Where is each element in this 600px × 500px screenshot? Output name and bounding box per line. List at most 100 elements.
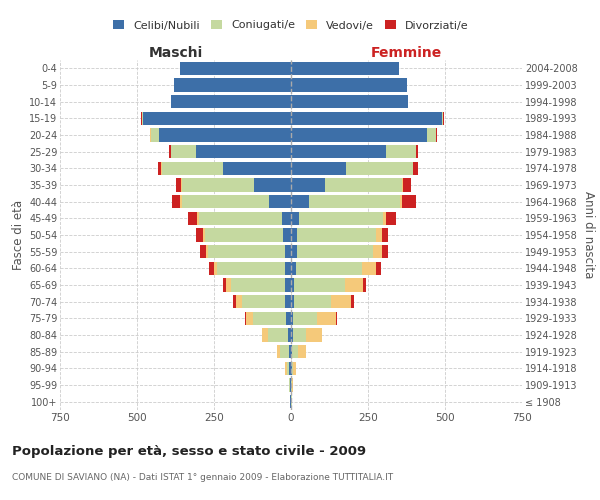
Text: Popolazione per età, sesso e stato civile - 2009: Popolazione per età, sesso e stato civil… xyxy=(12,445,366,458)
Bar xyxy=(236,295,242,308)
Bar xyxy=(283,228,291,241)
Bar xyxy=(442,112,443,125)
Bar xyxy=(291,112,442,125)
Bar xyxy=(206,245,208,258)
Bar xyxy=(402,195,416,208)
Bar xyxy=(291,145,386,158)
Y-axis label: Anni di nascita: Anni di nascita xyxy=(581,192,595,278)
Bar xyxy=(436,128,437,141)
Bar xyxy=(205,228,283,241)
Bar xyxy=(288,328,291,342)
Bar xyxy=(143,112,291,125)
Bar xyxy=(403,178,410,192)
Bar xyxy=(149,128,150,141)
Bar xyxy=(233,295,236,308)
Bar xyxy=(376,262,381,275)
Bar xyxy=(335,312,337,325)
Bar xyxy=(427,128,436,141)
Bar xyxy=(280,345,289,358)
Bar xyxy=(299,212,383,225)
Bar xyxy=(400,195,402,208)
Bar xyxy=(291,95,408,108)
Bar xyxy=(291,328,293,342)
Bar xyxy=(245,312,247,325)
Bar xyxy=(226,278,231,291)
Bar xyxy=(188,212,197,225)
Bar xyxy=(290,395,291,408)
Bar xyxy=(386,145,416,158)
Bar xyxy=(208,245,285,258)
Bar xyxy=(223,162,291,175)
Bar xyxy=(345,278,364,291)
Bar xyxy=(277,345,280,358)
Bar xyxy=(285,245,291,258)
Bar xyxy=(296,262,362,275)
Bar xyxy=(373,245,382,258)
Bar xyxy=(247,312,253,325)
Bar xyxy=(291,195,310,208)
Legend: Celibi/Nubili, Coniugati/e, Vedovi/e, Divorziati/e: Celibi/Nubili, Coniugati/e, Vedovi/e, Di… xyxy=(113,20,469,30)
Bar xyxy=(287,362,289,375)
Bar xyxy=(214,262,217,275)
Bar xyxy=(289,345,291,358)
Text: COMUNE DI SAVIANO (NA) - Dati ISTAT 1° gennaio 2009 - Elaborazione TUTTITALIA.IT: COMUNE DI SAVIANO (NA) - Dati ISTAT 1° g… xyxy=(12,472,393,482)
Bar xyxy=(291,128,427,141)
Bar xyxy=(142,112,143,125)
Bar xyxy=(262,328,268,342)
Bar xyxy=(346,162,413,175)
Bar xyxy=(285,278,291,291)
Bar xyxy=(310,195,400,208)
Bar xyxy=(291,345,292,358)
Bar xyxy=(197,212,199,225)
Bar xyxy=(182,195,269,208)
Bar xyxy=(292,378,293,392)
Bar xyxy=(298,345,306,358)
Bar xyxy=(158,162,161,175)
Bar xyxy=(291,178,325,192)
Bar xyxy=(291,278,294,291)
Bar xyxy=(199,212,282,225)
Bar xyxy=(180,62,291,75)
Bar xyxy=(291,62,399,75)
Bar xyxy=(382,245,388,258)
Bar xyxy=(161,162,223,175)
Bar xyxy=(364,278,367,291)
Bar xyxy=(293,362,296,375)
Bar xyxy=(291,162,346,175)
Bar xyxy=(291,78,407,92)
Bar xyxy=(254,178,291,192)
Bar xyxy=(325,178,402,192)
Bar xyxy=(294,295,331,308)
Bar xyxy=(171,145,196,158)
Bar xyxy=(307,328,322,342)
Bar xyxy=(416,145,418,158)
Bar xyxy=(402,178,403,192)
Bar xyxy=(181,178,182,192)
Bar xyxy=(282,212,291,225)
Bar xyxy=(169,145,170,158)
Bar xyxy=(269,195,291,208)
Bar xyxy=(294,278,345,291)
Bar xyxy=(242,295,285,308)
Bar xyxy=(174,78,291,92)
Bar xyxy=(293,312,317,325)
Bar xyxy=(297,245,373,258)
Bar xyxy=(286,312,291,325)
Text: Maschi: Maschi xyxy=(148,46,203,60)
Bar xyxy=(203,228,205,241)
Bar xyxy=(291,245,297,258)
Text: Femmine: Femmine xyxy=(371,46,442,60)
Bar xyxy=(289,362,291,375)
Bar xyxy=(217,262,285,275)
Bar xyxy=(383,212,386,225)
Bar xyxy=(413,162,418,175)
Bar xyxy=(151,128,158,141)
Bar xyxy=(171,95,291,108)
Bar xyxy=(231,278,285,291)
Bar xyxy=(293,328,307,342)
Bar xyxy=(150,128,151,141)
Bar xyxy=(291,262,296,275)
Bar xyxy=(176,178,181,192)
Bar xyxy=(286,362,287,375)
Bar xyxy=(285,262,291,275)
